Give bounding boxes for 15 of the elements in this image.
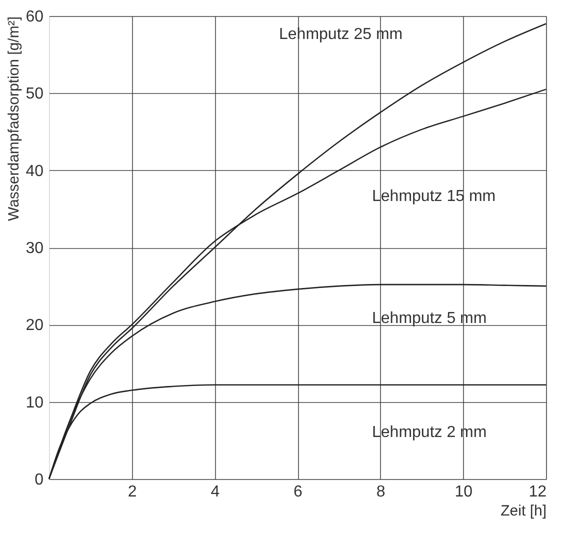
x-tick-label: 8	[376, 484, 386, 500]
x-axis-title: Zeit [h]	[500, 502, 546, 520]
y-tick-label: 60	[26, 8, 44, 26]
x-tick-label: 2	[128, 484, 137, 500]
x-tick-label: 6	[294, 484, 303, 500]
x-tick-label: 10	[454, 484, 473, 500]
x-tick-label: 12	[528, 484, 547, 500]
y-tick-label: 20	[26, 317, 44, 334]
y-axis-title: Wasserdampfadsorption [g/m²]	[6, 16, 23, 222]
x-tick-label: 4	[210, 484, 220, 500]
y-tick-label: 30	[26, 240, 44, 257]
y-tick-label: 40	[26, 162, 44, 180]
y-tick-label: 10	[26, 394, 44, 412]
y-tick-label: 0	[34, 472, 44, 488]
y-tick-label: 50	[26, 86, 44, 103]
